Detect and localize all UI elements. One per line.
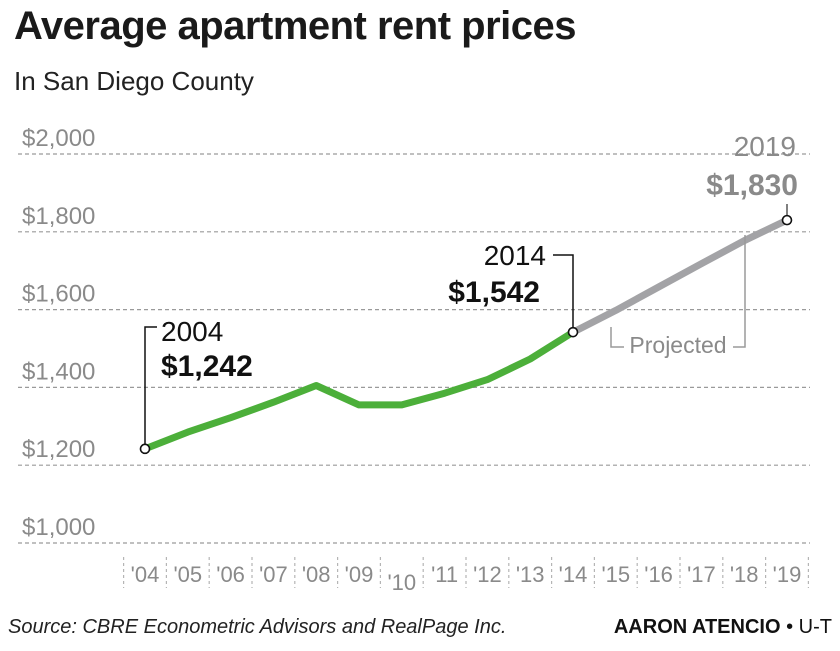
annotation-value-label: $1,242 bbox=[161, 350, 253, 383]
annotation-value-label: $1,830 bbox=[706, 169, 798, 202]
x-tick-label: '11 bbox=[431, 562, 458, 587]
x-tick-label: '07 bbox=[259, 562, 288, 587]
x-tick-label: '16 bbox=[644, 562, 673, 587]
gridlines bbox=[18, 153, 810, 544]
y-tick-label: $1,600 bbox=[22, 281, 95, 308]
x-tick-label: '19 bbox=[773, 562, 802, 587]
credit-separator: • bbox=[786, 616, 794, 638]
x-tick-label: '06 bbox=[216, 562, 245, 587]
actual-series-line bbox=[143, 329, 575, 453]
source-note: Source: CBRE Econometric Advisors and Re… bbox=[8, 616, 507, 638]
chart-subtitle: In San Diego County bbox=[14, 66, 254, 96]
projected-label: Projected bbox=[629, 332, 726, 358]
projected-bracket bbox=[733, 235, 746, 348]
y-tick-label: $1,800 bbox=[22, 203, 95, 230]
x-tick-label: '10 bbox=[387, 570, 416, 595]
x-tick-label: '15 bbox=[601, 562, 630, 587]
chart-title: Average apartment rent prices bbox=[14, 4, 577, 48]
callout-line bbox=[553, 254, 574, 333]
x-tick-label: '12 bbox=[473, 562, 502, 587]
y-tick-label: $1,200 bbox=[22, 436, 95, 463]
annotation-marker bbox=[139, 443, 151, 455]
annotation-marker bbox=[567, 326, 579, 338]
callout-line bbox=[144, 326, 157, 449]
x-tick-label: '14 bbox=[559, 562, 588, 587]
projected-series-line bbox=[571, 216, 789, 336]
x-tick-label: '04 bbox=[131, 562, 160, 587]
outlet-name: U-T bbox=[798, 616, 832, 638]
y-axis-tick-labels: $1,000 $1,200 $1,400 $1,600 $1,800 $2,000 bbox=[22, 125, 95, 541]
x-axis-tick-labels: '04 '05 '06 '07 '08 '09 '10 '11 '12 '13 '14 '15 '16 '… bbox=[122, 557, 810, 595]
series-lines bbox=[143, 216, 789, 453]
author-credit: AARON ATENCIO bbox=[613, 616, 781, 638]
annotation-year-label: 2014 bbox=[484, 240, 546, 271]
x-tick-label: '09 bbox=[345, 562, 374, 587]
chart-footer: Source: CBRE Econometric Advisors and Re… bbox=[8, 616, 832, 646]
annotation-year-label: 2004 bbox=[161, 316, 223, 347]
annotation-marker bbox=[781, 214, 793, 226]
y-tick-label: $1,400 bbox=[22, 358, 95, 385]
y-tick-label: $1,000 bbox=[22, 514, 95, 541]
x-tick-label: '08 bbox=[302, 562, 331, 587]
annotations: 2004$1,242 2014 $1,542 2019 $1,830 Projected bbox=[139, 131, 798, 455]
y-tick-label: $2,000 bbox=[22, 125, 95, 152]
x-tick-label: '13 bbox=[516, 562, 545, 587]
projected-bracket bbox=[610, 327, 624, 348]
annotation-value-label: $1,542 bbox=[448, 276, 540, 309]
x-tick-label: '17 bbox=[687, 562, 716, 587]
x-tick-label: '05 bbox=[173, 562, 202, 587]
line-chart: $1,000 $1,200 $1,400 $1,600 $1,800 $2,000 '04… bbox=[18, 125, 810, 595]
x-tick-label: '18 bbox=[730, 562, 759, 587]
annotation-year-label: 2019 bbox=[734, 131, 796, 162]
credit-line: AARON ATENCIO • U-T bbox=[614, 616, 832, 639]
